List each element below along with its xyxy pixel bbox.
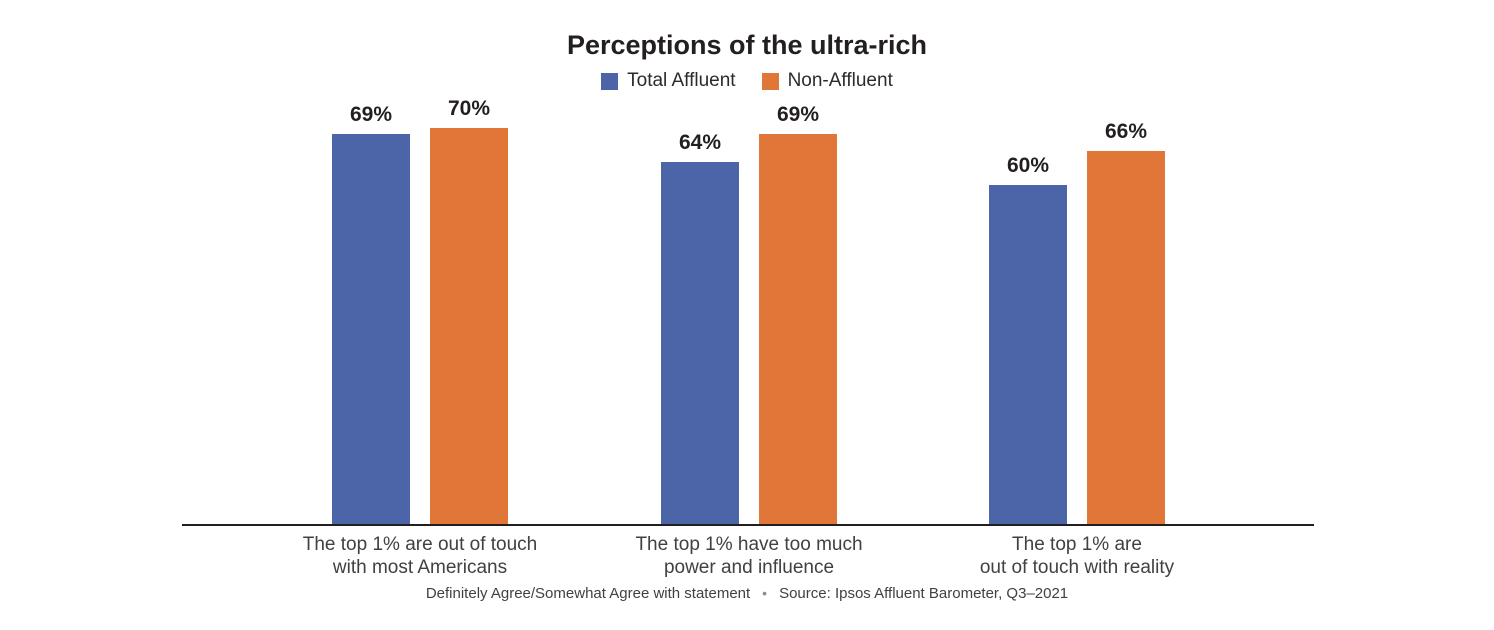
footer-separator-dot: •	[762, 585, 768, 601]
legend-swatch-non-affluent-icon	[761, 72, 779, 90]
bar-column-non-affluent-1: 69%	[759, 103, 837, 524]
bar-group-0: 69% 70%	[332, 97, 508, 524]
legend-item-non-affluent: Non-Affluent	[761, 70, 893, 92]
category-label-1: The top 1% have too much power and influ…	[635, 534, 863, 578]
bar-value-label: 64%	[678, 131, 722, 154]
bar-non-affluent-0	[430, 128, 508, 524]
bar-column-total-affluent-2: 60%	[989, 154, 1067, 524]
bar-value-label: 70%	[447, 97, 491, 120]
legend-swatch-total-affluent-icon	[601, 72, 619, 90]
bar-column-total-affluent-0: 69%	[332, 103, 410, 524]
bar-value-label: 66%	[1104, 120, 1148, 143]
category-labels: The top 1% are out of touch with most Am…	[182, 534, 1314, 580]
bar-value-label: 69%	[776, 103, 820, 126]
bar-total-affluent-1	[661, 162, 739, 524]
bar-total-affluent-0	[332, 134, 410, 524]
bar-value-label: 60%	[1006, 154, 1050, 177]
category-label-2: The top 1% are out of touch with reality	[979, 534, 1175, 578]
chart-title: Perceptions of the ultra-rich	[566, 30, 928, 60]
legend-label-non-affluent: Non-Affluent	[787, 70, 893, 91]
bar-non-affluent-2	[1087, 151, 1165, 524]
footer-source: Source: Ipsos Affluent Barometer, Q3–202…	[779, 585, 1069, 602]
legend: Total Affluent Non-Affluent	[0, 70, 1494, 92]
bar-group-1: 64% 69%	[661, 103, 837, 524]
bar-group-2: 60% 66%	[989, 120, 1165, 524]
footer-methodology: Definitely Agree/Somewhat Agree with sta…	[425, 585, 751, 602]
bar-value-label: 69%	[349, 103, 393, 126]
plot-area: 69% 70% 64% 69% 60% 66%	[182, 0, 1314, 526]
bar-column-total-affluent-1: 64%	[661, 131, 739, 524]
category-label-0: The top 1% are out of touch with most Am…	[302, 534, 538, 578]
footer-note: Definitely Agree/Somewhat Agree with sta…	[0, 585, 1494, 602]
bar-column-non-affluent-0: 70%	[430, 97, 508, 524]
bar-non-affluent-1	[759, 134, 837, 524]
legend-item-total-affluent: Total Affluent	[601, 70, 736, 92]
bar-total-affluent-2	[989, 185, 1067, 524]
bar-column-non-affluent-2: 66%	[1087, 120, 1165, 524]
legend-label-total-affluent: Total Affluent	[627, 70, 736, 91]
